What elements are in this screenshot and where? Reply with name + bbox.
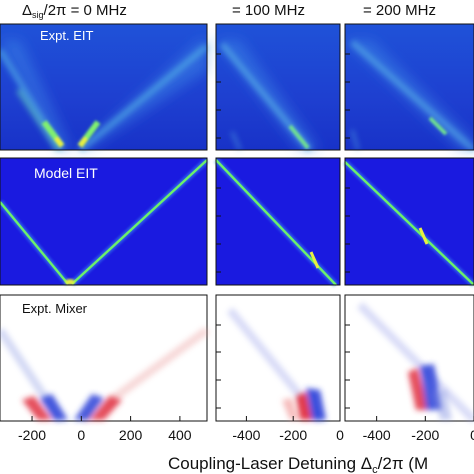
x-tick-label-0-3: 400 <box>168 427 192 443</box>
x-tick-label-2-2: 0 <box>470 427 474 443</box>
panel-expt-mixer-0: Expt. Mixer <box>0 294 210 424</box>
x-tick-label-0-1: 0 <box>77 427 85 443</box>
panel-expt-eit-2 <box>345 24 474 153</box>
panel-model-eit-1 <box>213 157 340 288</box>
x-axis: -200 0 200 400 -400 -200 0 -400 -200 0 <box>18 416 474 443</box>
x-tick-label-0-2: 200 <box>119 427 143 443</box>
panel-expt-eit-1 <box>216 24 340 152</box>
panel-label-model-eit: Model EIT <box>34 165 98 181</box>
x-tick-label-1-2: 0 <box>336 427 344 443</box>
header-col2: = 200 MHz <box>363 2 436 19</box>
x-axis-label: Coupling-Laser Detuning Δc/2π (M <box>168 454 428 474</box>
x-tick-label-0-0: -200 <box>18 427 46 443</box>
panel-label-expt-mixer: Expt. Mixer <box>22 301 88 316</box>
panel-expt-mixer-1 <box>215 294 341 423</box>
header-col1: = 100 MHz <box>232 2 305 19</box>
x-tick-label-1-0: -400 <box>232 427 260 443</box>
x-tick-label-2-1: -200 <box>411 427 439 443</box>
panel-model-eit-0: Model EIT <box>0 157 210 287</box>
panel-expt-mixer-2 <box>344 294 474 423</box>
panel-expt-eit-0: Expt. EIT <box>0 24 209 153</box>
panel-label-expt-eit: Expt. EIT <box>40 28 94 43</box>
panel-model-eit-2 <box>342 158 474 288</box>
x-tick-label-1-1: -200 <box>279 427 307 443</box>
header-col0: Δsig/2π = 0 MHz <box>22 2 127 20</box>
y-ticks <box>216 53 350 409</box>
x-tick-label-2-0: -400 <box>363 427 391 443</box>
